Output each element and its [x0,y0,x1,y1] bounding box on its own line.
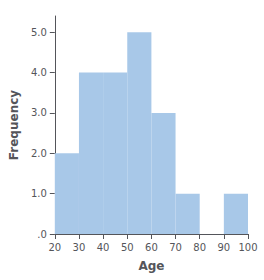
svg-text:2.0: 2.0 [31,148,47,159]
svg-text:80: 80 [193,242,206,253]
svg-text:40: 40 [97,242,110,253]
svg-text:70: 70 [169,242,182,253]
svg-text:100: 100 [238,242,257,253]
svg-text:3.0: 3.0 [31,107,47,118]
svg-text:60: 60 [145,242,158,253]
svg-text:90: 90 [217,242,230,253]
svg-text:50: 50 [121,242,134,253]
svg-text:4.0: 4.0 [31,67,47,78]
svg-text:Frequency: Frequency [7,90,21,160]
svg-text:.0: .0 [37,229,47,240]
svg-text:5.0: 5.0 [31,27,47,38]
svg-text:20: 20 [48,242,61,253]
svg-text:1.0: 1.0 [31,188,47,199]
svg-text:30: 30 [73,242,86,253]
svg-text:Age: Age [138,259,164,273]
